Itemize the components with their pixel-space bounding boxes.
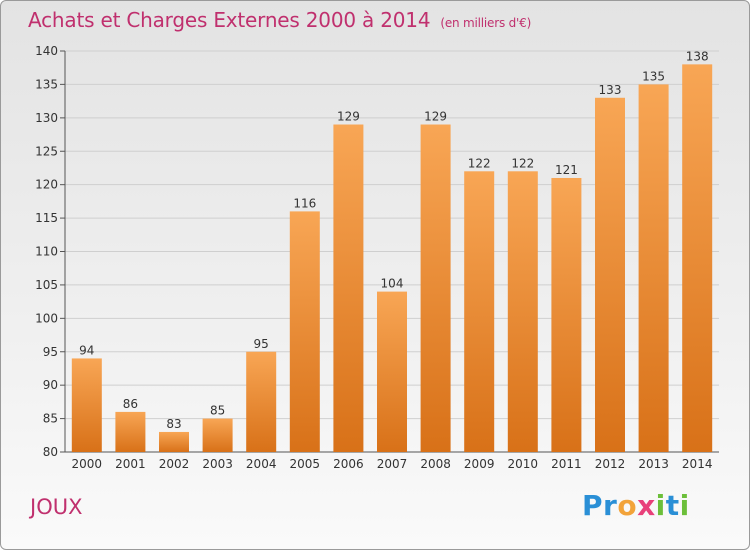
y-tick-label: 140 [35,44,58,58]
x-tick-label: 2005 [290,457,321,471]
bar [71,358,102,452]
x-tick-label: 2011 [551,457,582,471]
bar [115,411,146,452]
bars [71,64,713,453]
y-tick-label: 105 [35,278,58,292]
y-tick-label: 115 [35,211,58,225]
bar [682,64,713,452]
proxiti-logo: Proxiti [582,489,690,522]
x-tick-label: 2004 [246,457,277,471]
x-tick-label: 2013 [638,457,669,471]
bar-value-label: 94 [79,343,94,357]
bar [333,124,364,453]
logo-letter: o [617,489,638,522]
x-tick-label: 2006 [333,457,364,471]
bar [289,211,320,452]
bar [420,124,451,453]
bar-value-label: 122 [468,156,491,170]
y-tick-label: 90 [43,378,58,392]
x-tick-label: 2002 [159,457,190,471]
x-tick-label: 2001 [115,457,146,471]
y-tick-label: 85 [43,412,58,426]
chart-title-text: Achats et Charges Externes 2000 à 2014 [28,8,431,32]
x-tick-label: 2000 [72,457,103,471]
bar-value-label: 135 [642,69,665,83]
bar [638,84,669,453]
logo-letter: i [655,489,666,522]
bar [595,97,625,453]
bar-value-label: 104 [381,277,404,291]
x-tick-label: 2008 [420,457,451,471]
logo-letter: P [582,489,604,522]
bar [246,351,277,452]
bar [159,431,189,452]
x-tick-label: 2007 [377,457,408,471]
chart-title: Achats et Charges Externes 2000 à 2014 (e… [28,8,531,32]
y-tick-label: 100 [35,311,58,325]
chart-unit: (en milliers d'€) [440,16,532,30]
y-tick-label: 80 [43,445,58,459]
logo-letter: x [637,489,656,522]
bar-value-label: 122 [511,156,534,170]
y-tick-label: 130 [35,111,58,125]
x-tick-label: 2010 [508,457,539,471]
bar-value-label: 121 [555,163,578,177]
place-name: JOUX [30,495,83,519]
bar [464,171,495,453]
logo-letter: t [665,489,680,522]
logo-letter: i [679,489,690,522]
bar-value-label: 85 [210,404,225,418]
bar-value-label: 86 [123,397,138,411]
y-tick-label: 125 [35,144,58,158]
bar-value-label: 116 [293,196,316,210]
x-tick-label: 2014 [682,457,713,471]
y-tick-label: 120 [35,178,58,192]
bar [507,171,538,453]
x-tick-labels: 2000 2001 2002 2003 2004 2005 2006 2007 2008 2009… [72,457,713,471]
bar-value-label: 129 [424,110,447,124]
logo-letter: r [603,489,618,522]
y-tick-label: 95 [43,345,58,359]
bar-value-label: 129 [337,110,360,124]
bar-value-label: 133 [599,83,622,97]
bar [551,177,582,452]
bar [377,291,407,452]
x-tick-label: 2003 [202,457,233,471]
x-tick-label: 2012 [595,457,626,471]
y-tick-label: 135 [35,77,58,91]
y-tick-label: 110 [35,245,58,259]
y-tick-labels: 80 85 90 95 100 105 110 115 120 125 130 135 140 [35,44,58,459]
x-tick-label: 2009 [464,457,495,471]
bar-value-label: 138 [686,49,709,63]
bar-value-label: 95 [254,337,269,351]
bar [202,418,233,452]
bar-value-label: 83 [166,417,181,431]
value-labels: 94 86 83 85 95 116 129 104 129 122 122 121 133 135 138 [79,49,708,431]
